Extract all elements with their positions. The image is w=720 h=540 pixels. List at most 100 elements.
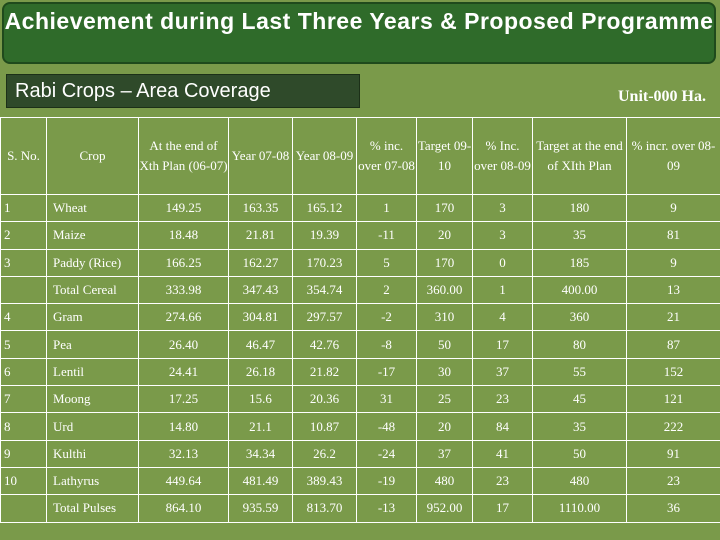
cell-inc-07-08: -19	[356, 466, 417, 496]
cell-xth-plan: 166.25	[138, 248, 229, 277]
header-year-08-09: Year 08-09	[292, 117, 357, 195]
cell-target-09-10: 480	[416, 466, 473, 496]
cell-year-08-09: 21.82	[292, 357, 357, 387]
cell-crop: Urd	[46, 412, 139, 441]
header-inc-08-09: % Inc. over 08-09	[472, 117, 533, 195]
cell-year-08-09: 26.2	[292, 439, 357, 468]
cell-inc-07-08: 31	[356, 385, 417, 414]
cell-year-08-09: 389.43	[292, 466, 357, 496]
cell-incr-08-09: 87	[626, 330, 720, 359]
table-row: 1 Wheat 149.25 163.35 165.12 1 170 3 180 9	[0, 193, 720, 223]
cell-inc-07-08: -8	[356, 330, 417, 359]
cell-crop: Maize	[46, 221, 139, 250]
cell-target-09-10: 360.00	[416, 275, 473, 305]
cell-incr-08-09: 91	[626, 439, 720, 468]
cell-xth-plan: 32.13	[138, 439, 229, 468]
cell-year-07-08: 481.49	[228, 466, 293, 496]
cell-crop: Pea	[46, 330, 139, 359]
unit-label: Unit-000 Ha.	[618, 88, 706, 105]
cell-target-09-10: 25	[416, 385, 473, 414]
cell-year-07-08: 163.35	[228, 193, 293, 223]
cell-crop: Gram	[46, 303, 139, 332]
cell-inc-08-09: 17	[472, 494, 533, 523]
cell-sno: 8	[0, 412, 47, 441]
cell-incr-08-09: 23	[626, 466, 720, 496]
cell-year-07-08: 46.47	[228, 330, 293, 359]
cell-target-09-10: 952.00	[416, 494, 473, 523]
cell-year-08-09: 19.39	[292, 221, 357, 250]
cell-xth-plan: 149.25	[138, 193, 229, 223]
cell-xth-plan: 274.66	[138, 303, 229, 332]
area-coverage-table: S. No. Crop At the end of Xth Plan (06-0…	[0, 117, 720, 523]
section-subtitle: Rabi Crops – Area Coverage	[6, 74, 360, 108]
cell-target-09-10: 20	[416, 221, 473, 250]
cell-target-09-10: 50	[416, 330, 473, 359]
table-header-row: S. No. Crop At the end of Xth Plan (06-0…	[0, 117, 720, 195]
cell-sno: 2	[0, 221, 47, 250]
cell-year-07-08: 21.81	[228, 221, 293, 250]
cell-year-08-09: 42.76	[292, 330, 357, 359]
cell-year-08-09: 297.57	[292, 303, 357, 332]
cell-year-08-09: 165.12	[292, 193, 357, 223]
cell-year-07-08: 26.18	[228, 357, 293, 387]
cell-sno: 4	[0, 303, 47, 332]
cell-sno	[0, 275, 47, 305]
cell-target-xith-plan: 360	[532, 303, 627, 332]
cell-year-07-08: 34.34	[228, 439, 293, 468]
cell-year-07-08: 21.1	[228, 412, 293, 441]
table-row: 2 Maize 18.48 21.81 19.39 -11 20 3 35 81	[0, 221, 720, 250]
cell-inc-07-08: 5	[356, 248, 417, 277]
cell-target-xith-plan: 55	[532, 357, 627, 387]
table-row: 4 Gram 274.66 304.81 297.57 -2 310 4 360 21	[0, 303, 720, 332]
table-body: 1 Wheat 149.25 163.35 165.12 1 170 3 180 9 2 Maize 1…	[0, 193, 720, 523]
cell-target-xith-plan: 480	[532, 466, 627, 496]
cell-crop: Wheat	[46, 193, 139, 223]
cell-inc-08-09: 4	[472, 303, 533, 332]
cell-inc-08-09: 17	[472, 330, 533, 359]
cell-incr-08-09: 13	[626, 275, 720, 305]
table-row: 5 Pea 26.40 46.47 42.76 -8 50 17 80 87	[0, 330, 720, 359]
cell-incr-08-09: 36	[626, 494, 720, 523]
cell-xth-plan: 333.98	[138, 275, 229, 305]
cell-inc-07-08: -24	[356, 439, 417, 468]
table-row: 10 Lathyrus 449.64 481.49 389.43 -19 480 23 480 2…	[0, 466, 720, 496]
table-row: 6 Lentil 24.41 26.18 21.82 -17 30 37 55 152	[0, 357, 720, 387]
header-incr-08-09: % incr. over 08-09	[626, 117, 720, 195]
cell-target-09-10: 170	[416, 248, 473, 277]
cell-crop: Kulthi	[46, 439, 139, 468]
cell-inc-07-08: -48	[356, 412, 417, 441]
cell-incr-08-09: 81	[626, 221, 720, 250]
cell-inc-08-09: 23	[472, 385, 533, 414]
cell-year-07-08: 347.43	[228, 275, 293, 305]
cell-inc-07-08: -2	[356, 303, 417, 332]
cell-target-xith-plan: 35	[532, 412, 627, 441]
cell-target-xith-plan: 50	[532, 439, 627, 468]
cell-sno: 6	[0, 357, 47, 387]
cell-inc-07-08: -17	[356, 357, 417, 387]
cell-target-xith-plan: 180	[532, 193, 627, 223]
table-row: 3 Paddy (Rice) 166.25 162.27 170.23 5 170 0 185 9	[0, 248, 720, 277]
cell-incr-08-09: 152	[626, 357, 720, 387]
cell-target-xith-plan: 1110.00	[532, 494, 627, 523]
cell-crop: Moong	[46, 385, 139, 414]
cell-crop: Total Cereal	[46, 275, 139, 305]
cell-year-08-09: 20.36	[292, 385, 357, 414]
header-inc-07-08: % inc. over 07-08	[356, 117, 417, 195]
cell-xth-plan: 18.48	[138, 221, 229, 250]
cell-inc-08-09: 41	[472, 439, 533, 468]
cell-target-xith-plan: 45	[532, 385, 627, 414]
cell-sno: 1	[0, 193, 47, 223]
cell-sno	[0, 494, 47, 523]
cell-year-07-08: 15.6	[228, 385, 293, 414]
table-row: Total Pulses 864.10 935.59 813.70 -13 952.00 1…	[0, 494, 720, 523]
header-sno: S. No.	[0, 117, 47, 195]
cell-inc-08-09: 37	[472, 357, 533, 387]
cell-inc-07-08: 2	[356, 275, 417, 305]
page-title: Achievement during Last Three Years & Pr…	[2, 2, 716, 64]
cell-inc-08-09: 84	[472, 412, 533, 441]
table-row: 8 Urd 14.80 21.1 10.87 -48 20 84 35 222	[0, 412, 720, 441]
header-target-xith-plan: Target at the end of XIth Plan	[532, 117, 627, 195]
header-xth-plan: At the end of Xth Plan (06-07)	[138, 117, 229, 195]
cell-sno: 9	[0, 439, 47, 468]
cell-inc-07-08: -11	[356, 221, 417, 250]
